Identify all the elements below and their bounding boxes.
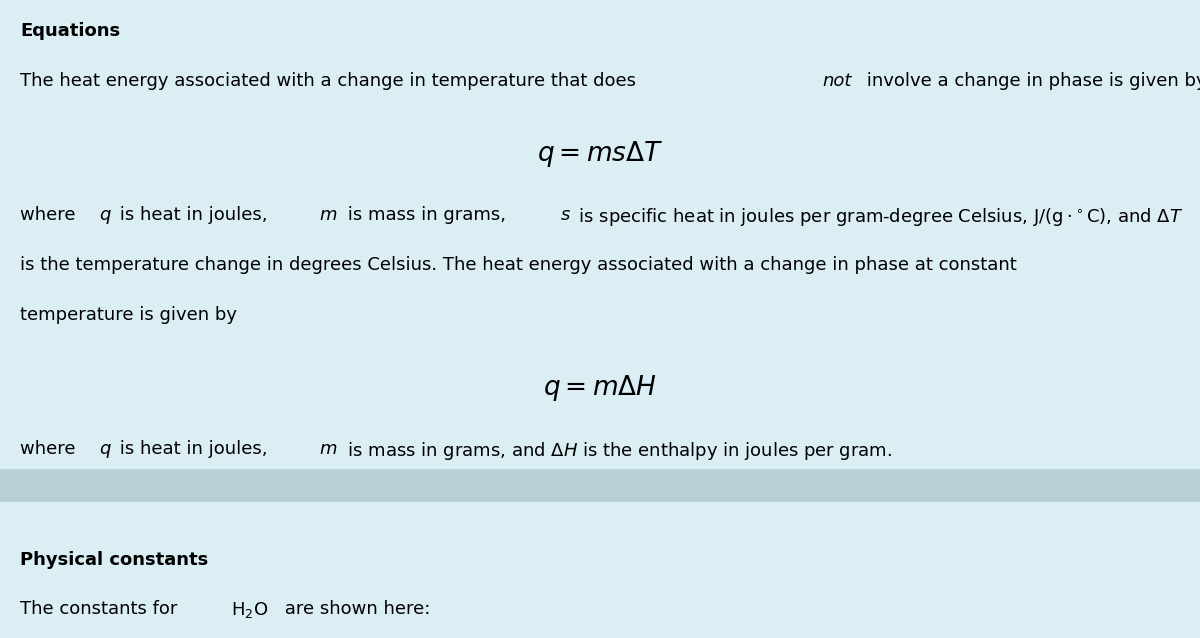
Text: The constants for: The constants for bbox=[20, 600, 184, 618]
Text: are shown here:: are shown here: bbox=[280, 600, 431, 618]
Text: is specific heat in joules per gram-degree Celsius, $\mathrm{J/(g\cdot\!^\circ C: is specific heat in joules per gram-degr… bbox=[574, 206, 1183, 228]
Text: is mass in grams, and $\Delta H$ is the enthalpy in joules per gram.: is mass in grams, and $\Delta H$ is the … bbox=[342, 440, 892, 461]
Text: s: s bbox=[562, 206, 570, 224]
Text: q: q bbox=[100, 206, 110, 224]
Text: Physical constants: Physical constants bbox=[20, 551, 209, 568]
Text: not: not bbox=[823, 72, 852, 90]
Text: is the temperature change in degrees Celsius. The heat energy associated with a : is the temperature change in degrees Cel… bbox=[20, 256, 1018, 274]
Text: Equations: Equations bbox=[20, 22, 120, 40]
Bar bbox=[0, 470, 1200, 501]
Text: temperature is given by: temperature is given by bbox=[20, 306, 238, 323]
Text: m: m bbox=[319, 206, 337, 224]
Text: where: where bbox=[20, 206, 82, 224]
Text: $q = ms\Delta T$: $q = ms\Delta T$ bbox=[536, 139, 664, 169]
Text: where: where bbox=[20, 440, 82, 457]
Text: is heat in joules,: is heat in joules, bbox=[114, 440, 274, 457]
Text: is mass in grams,: is mass in grams, bbox=[342, 206, 512, 224]
Text: m: m bbox=[319, 440, 337, 457]
Text: is heat in joules,: is heat in joules, bbox=[114, 206, 274, 224]
Text: involve a change in phase is given by: involve a change in phase is given by bbox=[860, 72, 1200, 90]
Text: $\mathrm{H_2O}$: $\mathrm{H_2O}$ bbox=[230, 600, 269, 620]
Text: q: q bbox=[100, 440, 110, 457]
Text: The heat energy associated with a change in temperature that does: The heat energy associated with a change… bbox=[20, 72, 642, 90]
Text: $q = m\Delta H$: $q = m\Delta H$ bbox=[544, 373, 656, 403]
